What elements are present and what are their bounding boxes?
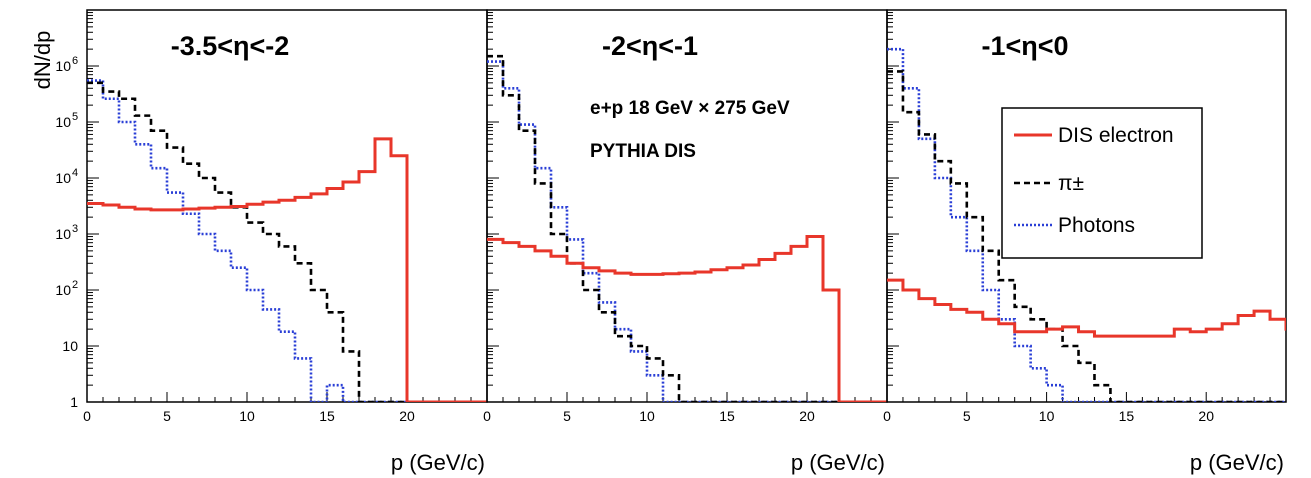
series-photons-line — [487, 60, 887, 402]
series-photons-line — [887, 47, 1286, 402]
x-tick-label: 20 — [399, 408, 415, 424]
x-tick-label: 15 — [1119, 408, 1135, 424]
x-tick-label: 10 — [1039, 408, 1055, 424]
y-axis-title: dN/dp — [30, 31, 55, 90]
x-tick-label: 0 — [83, 408, 91, 424]
y-tick-label: 10 — [55, 58, 71, 74]
y-tick-exponent: 6 — [72, 55, 78, 67]
legend-entry: π± — [1014, 172, 1084, 195]
legend-label: Photons — [1058, 214, 1135, 237]
y-tick-exponent: 4 — [72, 167, 78, 179]
panel-title: -1<η<0 — [981, 31, 1068, 61]
y-tick-label: 10 — [55, 114, 71, 130]
x-tick-label: 20 — [799, 408, 815, 424]
series-dis-electron-line — [487, 235, 887, 402]
legend: DIS electron π± Photons — [1001, 107, 1203, 259]
panel-title: -3.5<η<-2 — [171, 31, 290, 61]
panel-3: 0 5 10 15 20 p (GeV/c) -1<η<0 — [883, 9, 1287, 475]
y-tick-label: 1 — [70, 394, 78, 410]
panel-frame — [486, 9, 888, 403]
y-tick-label: 10 — [62, 338, 78, 354]
series-dis-electron-line — [887, 278, 1286, 338]
x-tick-label: 15 — [319, 408, 335, 424]
legend-label: DIS electron — [1058, 124, 1174, 147]
panels-layer: 0 5 10 15 20p (GeV/c)-3.5<η<-20 5 10 15 20p (GeV… — [55, 9, 1287, 475]
series--line — [487, 54, 887, 402]
series-dis-electron-line — [87, 137, 487, 402]
x-axis-title: p (GeV/c) — [1190, 450, 1284, 475]
x-tick-label: 15 — [719, 408, 735, 424]
y-tick-label: 10 — [55, 226, 71, 242]
panel-1: 0 5 10 15 20 p (GeV/c) -3.5<η<-2 — [83, 9, 488, 475]
x-axis-title: p (GeV/c) — [791, 450, 885, 475]
y-tick-exponent: 2 — [72, 279, 78, 291]
beam-annotation: e+p 18 GeV × 275 GeV — [590, 98, 790, 119]
series-photons-line — [87, 79, 487, 402]
panel-title: -2<η<-1 — [602, 31, 698, 61]
legend-entry: Photons — [1014, 214, 1135, 237]
y-tick-label: 10 — [55, 170, 71, 186]
x-tick-label: 0 — [483, 408, 491, 424]
x-tick-label: 10 — [239, 408, 255, 424]
x-tick-label: 20 — [1198, 408, 1214, 424]
annotations: e+p 18 GeV × 275 GeV PYTHIA DIS — [590, 98, 790, 162]
x-tick-label: 0 — [883, 408, 891, 424]
series--line — [887, 70, 1286, 402]
legend-entry: DIS electron — [1014, 124, 1174, 147]
x-axis-title: p (GeV/c) — [391, 450, 485, 475]
y-tick-label: 10 — [55, 282, 71, 298]
series--line — [87, 81, 487, 402]
panel-2: 0 5 10 15 20 p (GeV/c) -2<η<-1 — [483, 9, 888, 475]
x-tick-label: 5 — [563, 408, 571, 424]
y-tick-exponent: 5 — [72, 111, 78, 123]
x-tick-label: 5 — [963, 408, 971, 424]
y-tick-exponent: 3 — [72, 223, 78, 235]
generator-annotation: PYTHIA DIS — [590, 141, 696, 162]
x-tick-label: 5 — [163, 408, 171, 424]
panel-frame — [86, 9, 488, 403]
x-tick-label: 10 — [639, 408, 655, 424]
legend-label: π± — [1058, 172, 1084, 195]
